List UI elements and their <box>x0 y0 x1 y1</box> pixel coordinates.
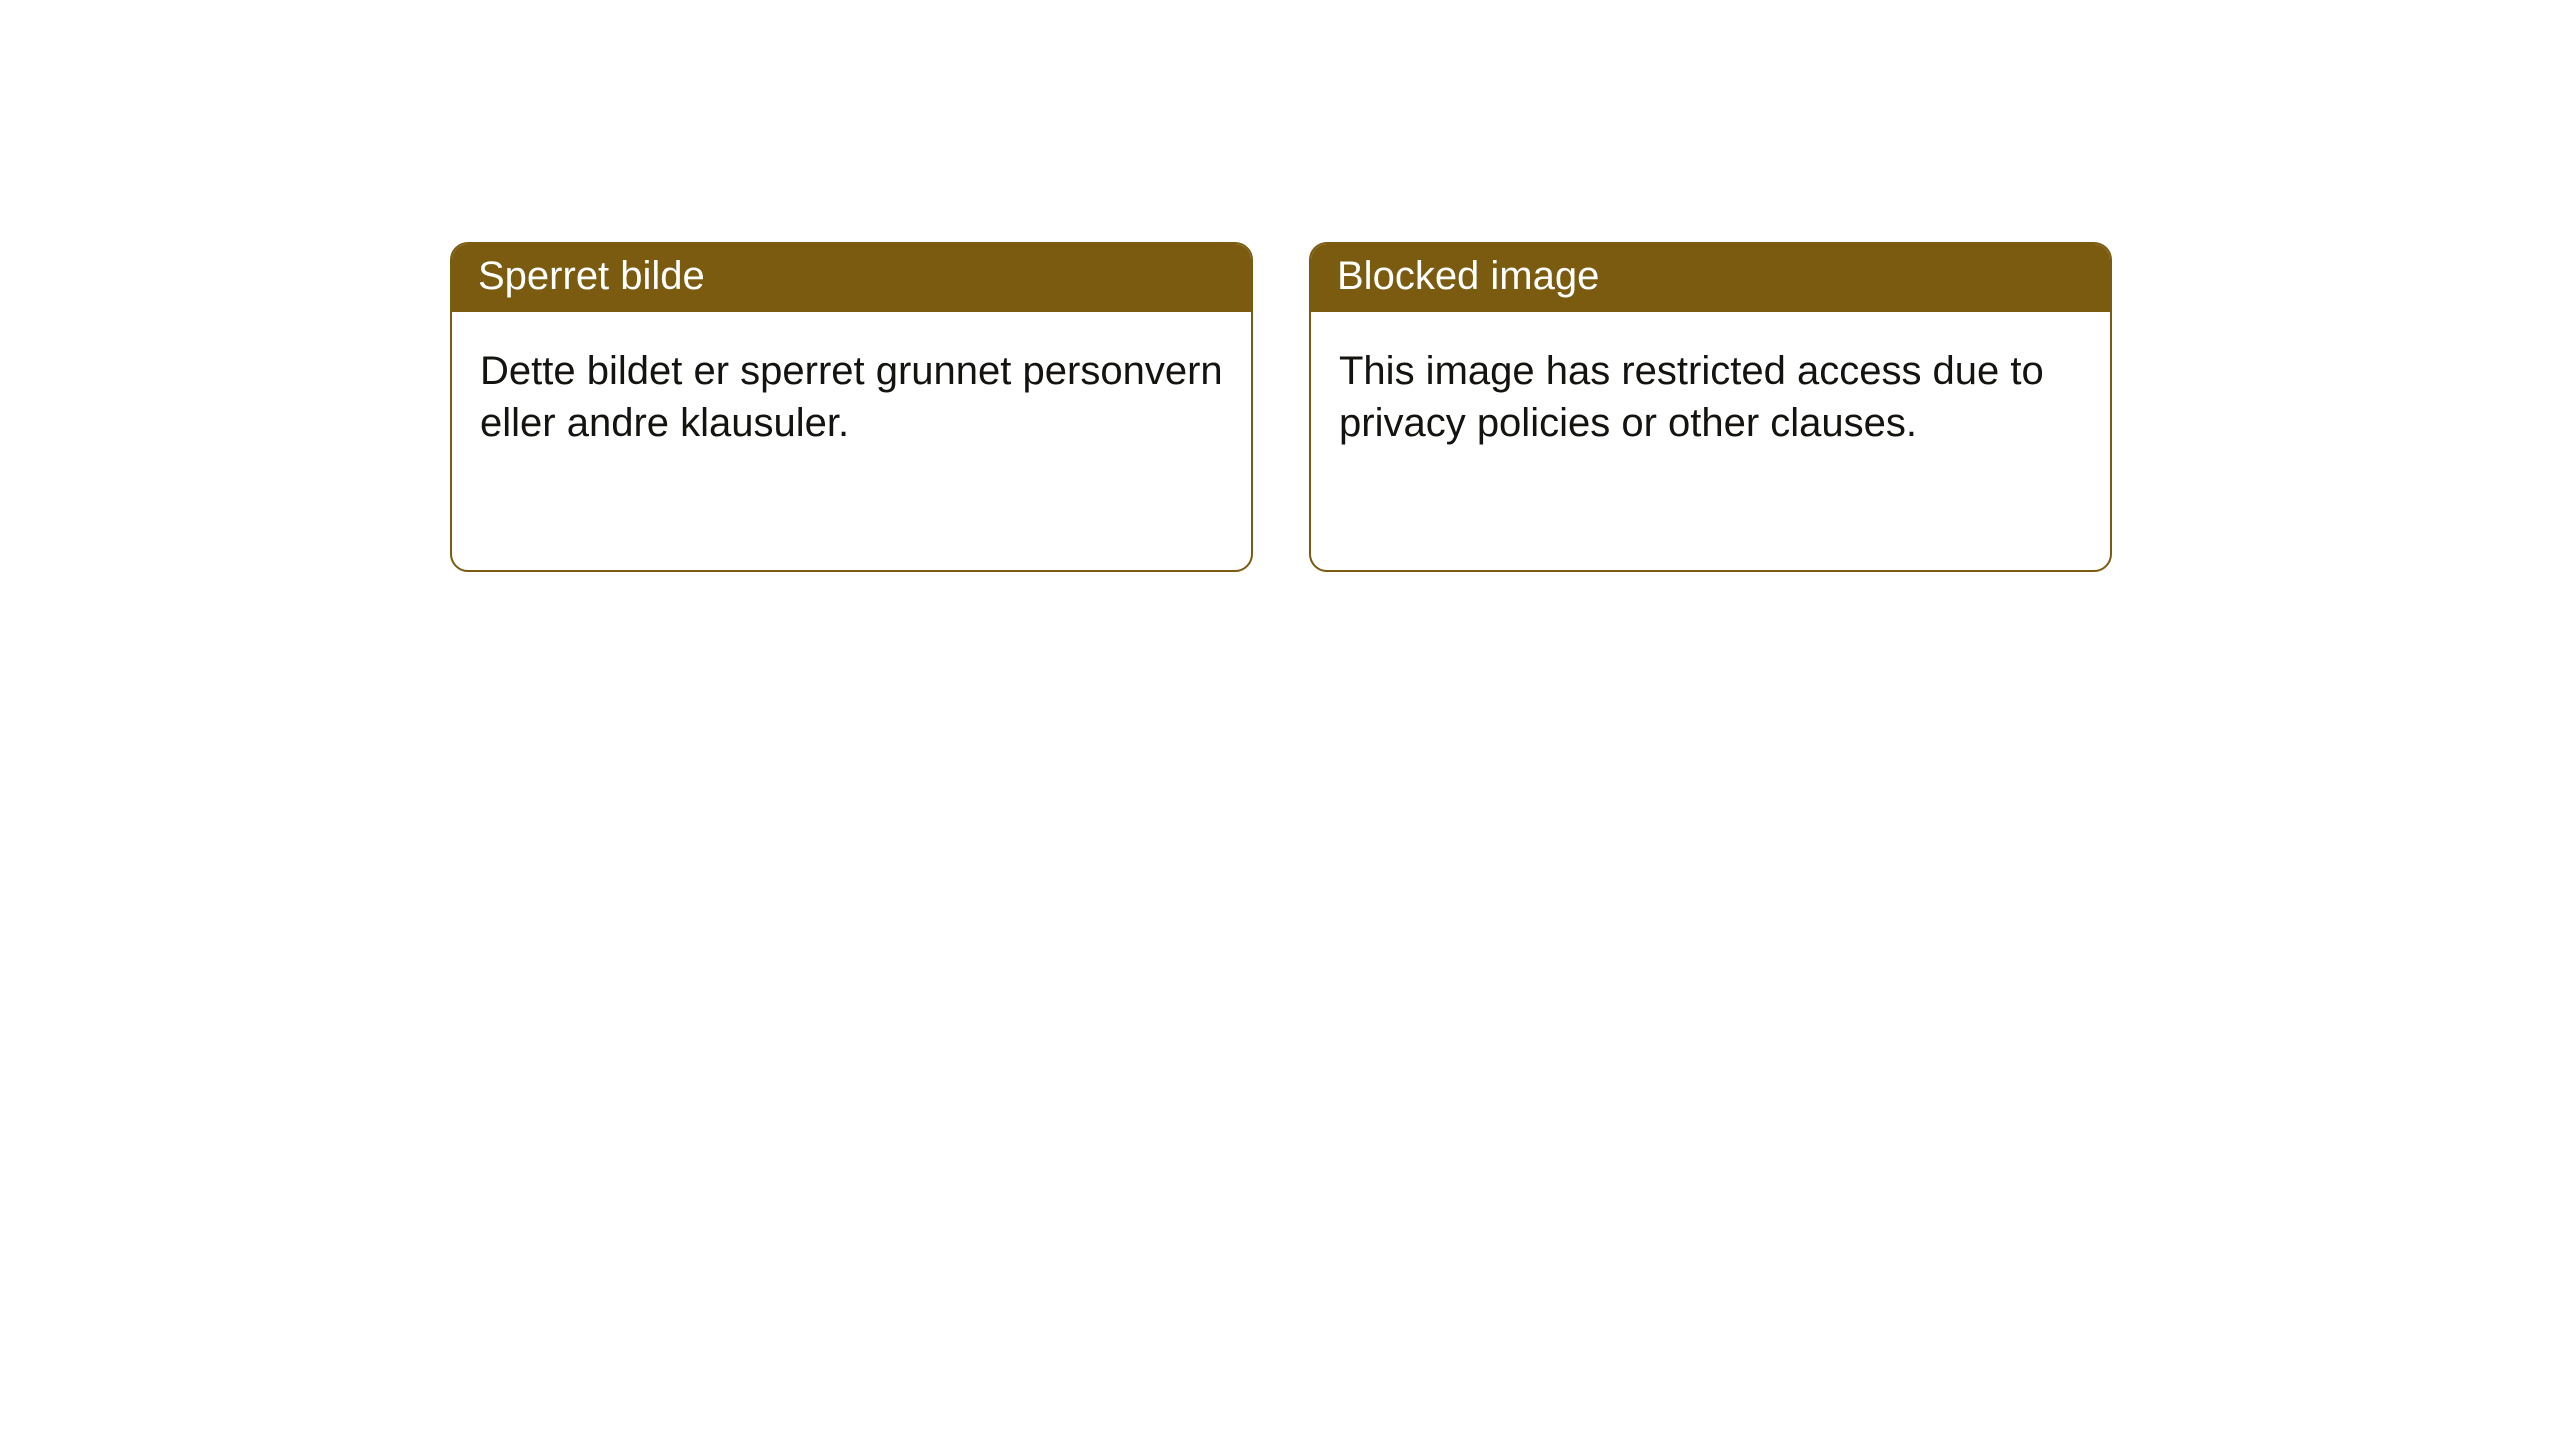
notice-card-english: Blocked image This image has restricted … <box>1309 242 2112 572</box>
notice-card-norwegian: Sperret bilde Dette bildet er sperret gr… <box>450 242 1253 572</box>
card-title: Blocked image <box>1311 244 2110 312</box>
card-title: Sperret bilde <box>452 244 1251 312</box>
notice-cards-row: Sperret bilde Dette bildet er sperret gr… <box>0 0 2560 572</box>
card-body-text: Dette bildet er sperret grunnet personve… <box>452 312 1251 483</box>
card-body-text: This image has restricted access due to … <box>1311 312 2110 483</box>
